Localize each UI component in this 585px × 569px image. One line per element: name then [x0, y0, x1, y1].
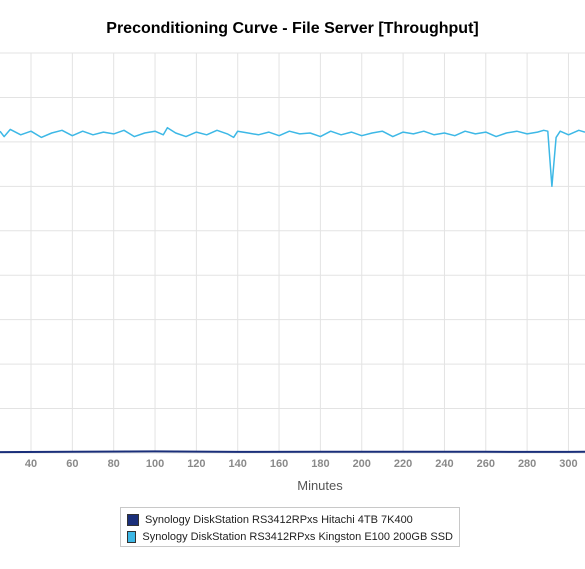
x-tick-label: 200: [353, 458, 371, 470]
x-tick-label: 280: [518, 458, 536, 470]
legend-label-kingston: Synology DiskStation RS3412RPxs Kingston…: [142, 530, 453, 543]
legend-item-kingston: Synology DiskStation RS3412RPxs Kingston…: [127, 528, 453, 545]
x-tick-label: 260: [477, 458, 495, 470]
series-line-hitachi: [0, 450, 585, 454]
legend-label-hitachi: Synology DiskStation RS3412RPxs Hitachi …: [145, 513, 413, 526]
x-tick-label: 100: [146, 458, 164, 470]
legend: Synology DiskStation RS3412RPxs Hitachi …: [120, 507, 460, 547]
x-tick-label: 140: [229, 458, 247, 470]
x-tick-label: 120: [187, 458, 205, 470]
x-tick-label: 300: [559, 458, 577, 470]
chart-plot: 40 60 80 100 120 140 160 180 200 220 240 260 280 300 …: [0, 52, 585, 493]
x-axis-title: Minutes: [297, 478, 343, 493]
legend-swatch-hitachi: [127, 513, 139, 526]
chart-title: Preconditioning Curve - File Server [Thr…: [106, 20, 479, 37]
x-tick-label: 220: [394, 458, 412, 470]
x-tick-label: 80: [108, 458, 120, 470]
x-tick-label: 60: [66, 458, 78, 470]
legend-item-hitachi: Synology DiskStation RS3412RPxs Hitachi …: [127, 511, 453, 528]
legend-swatch-kingston: [127, 530, 137, 543]
x-tick-label: 160: [270, 458, 288, 470]
series-line-kingston: [0, 126, 585, 188]
x-tick-label: 240: [435, 458, 453, 470]
x-tick-label: 40: [25, 458, 37, 470]
x-tick-label: 180: [311, 458, 329, 470]
